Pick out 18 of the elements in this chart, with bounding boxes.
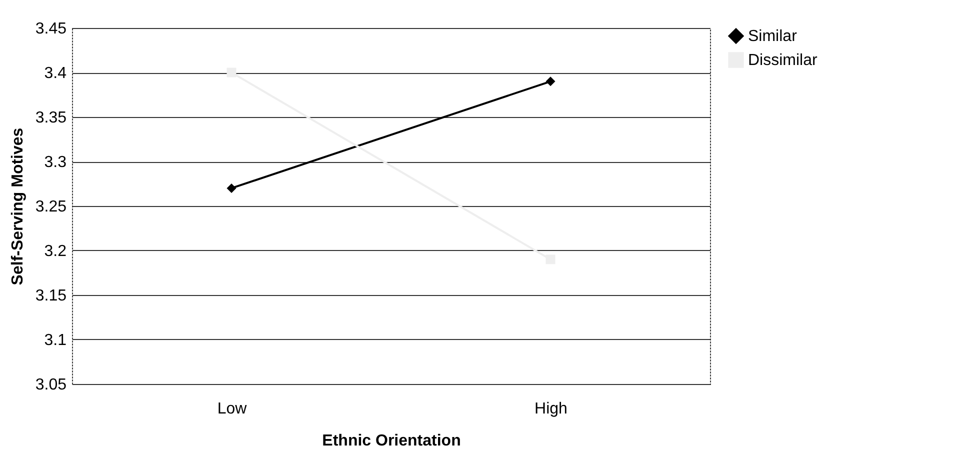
y-tick-label: 3.4 [44, 65, 67, 82]
x-axis-title: Ethnic Orientation [322, 432, 461, 450]
point [226, 183, 236, 193]
y-tick-label: 3.15 [35, 288, 67, 304]
point [546, 76, 556, 86]
legend-label: Dissimilar [748, 52, 818, 69]
y-tick-label: 3.2 [44, 243, 67, 260]
legend-label: Similar [748, 28, 798, 45]
point [226, 68, 236, 78]
y-tick-label: 3.05 [35, 376, 67, 394]
y-tick-label: 3.1 [44, 332, 67, 349]
x-tick-label: Low [217, 400, 248, 418]
y-tick-label: 3.35 [35, 110, 67, 126]
y-tick-label: 3.45 [35, 20, 67, 38]
y-axis-title: Self-Serving Motives [9, 128, 26, 286]
y-tick-label: 3.25 [35, 198, 67, 216]
x-tick-label: High [534, 400, 568, 418]
y-tick-label: 3.3 [44, 154, 67, 171]
